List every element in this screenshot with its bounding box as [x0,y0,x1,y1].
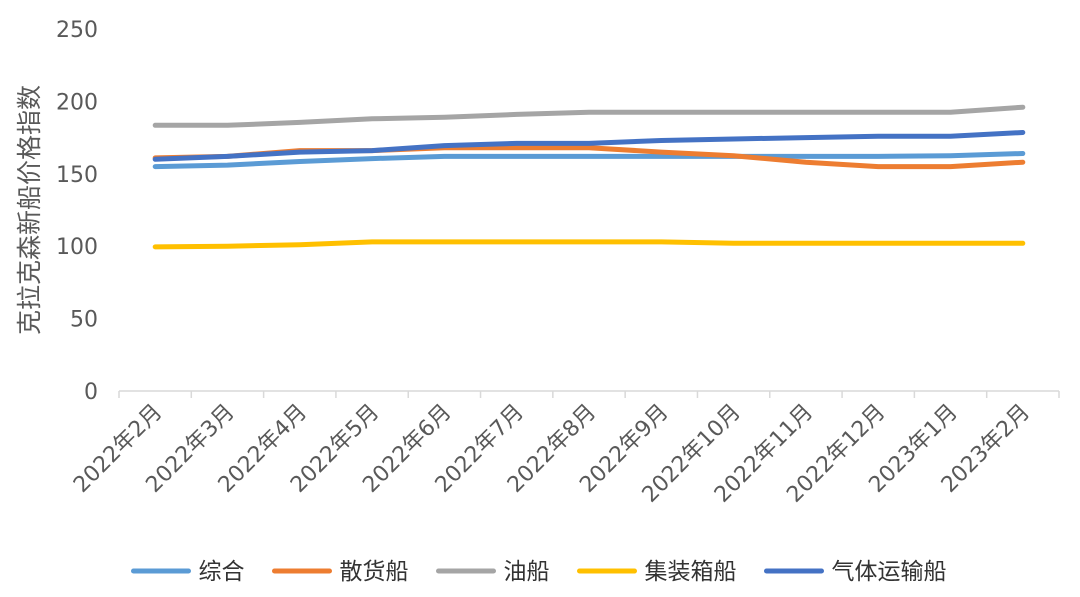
y-tick-label: 250 [56,18,98,43]
y-axis-title: 克拉克森新船价格指数 [15,85,44,335]
y-axis-ticks: 0 50 100 150 200 250 [56,18,98,405]
legend-item: 集装箱船 [577,559,737,585]
y-tick-label: 100 [56,235,98,260]
legend-label: 集装箱船 [645,559,737,585]
legend-label: 散货船 [340,559,409,585]
y-tick-label: 150 [56,163,98,188]
series-line-0 [152,151,1026,170]
series-lines [152,104,1026,250]
y-tick-label: 50 [70,308,98,333]
series-line-3 [152,239,1026,250]
y-tick-label: 0 [84,380,98,405]
legend-item: 油船 [436,559,550,585]
series-line-4 [152,130,1026,162]
legend-label: 油船 [504,559,550,585]
legend-item: 气体运输船 [764,559,947,585]
y-tick-label: 200 [56,90,98,115]
x-axis-tick-marks [118,391,1060,398]
legend-label: 气体运输船 [832,559,947,585]
legend-label: 综合 [199,559,245,585]
legend: 综合 散货船 油船 集装箱船 气体运输船 [131,559,947,585]
series-line-2 [152,104,1026,128]
legend-item: 散货船 [272,559,409,585]
x-axis-labels: 2022年2月2022年3月2022年4月2022年5月2022年6月2022年… [69,400,1035,508]
legend-item: 综合 [131,559,245,585]
